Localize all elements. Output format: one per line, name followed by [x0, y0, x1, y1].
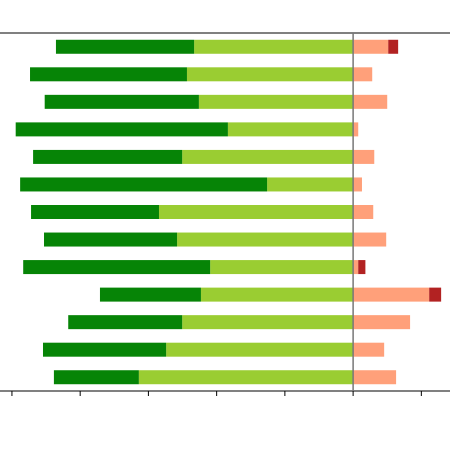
bar-segment: [353, 315, 411, 330]
bar-segment: [388, 39, 399, 54]
bar-segment: [353, 287, 430, 302]
bar-segment: [44, 232, 178, 247]
bar-segment: [182, 149, 354, 164]
bar-segment: [182, 315, 354, 330]
bar-segment: [198, 94, 354, 109]
bar-segment: [194, 39, 354, 54]
bar-segment: [429, 287, 442, 302]
bar-segment: [166, 342, 354, 357]
bar-segment: [200, 287, 354, 302]
bar-segment: [227, 122, 354, 137]
bar-segment: [353, 94, 388, 109]
bar-segment: [20, 177, 268, 192]
bar-segment: [138, 370, 354, 385]
bar-segment: [353, 39, 389, 54]
bar-segment: [68, 315, 183, 330]
bar-segment: [353, 149, 375, 164]
bar-segment: [53, 370, 139, 385]
bar-segment: [186, 67, 354, 82]
bar-segment: [31, 205, 159, 219]
bar-segment: [210, 260, 354, 275]
bar-segment: [353, 177, 362, 192]
bar-segment: [353, 67, 373, 82]
bar-segment: [267, 177, 354, 192]
bar-segment: [158, 205, 354, 219]
bar-segment: [33, 149, 183, 164]
bar-segment: [55, 39, 195, 54]
bar-segment: [353, 370, 397, 385]
bar-segment: [353, 260, 359, 275]
bar-segment: [99, 287, 201, 302]
bar-segment: [44, 94, 199, 109]
bar-segment: [353, 205, 374, 219]
bar-segment: [177, 232, 354, 247]
bar-segment: [15, 122, 228, 137]
bar-segment: [353, 122, 359, 137]
bar-segment: [30, 67, 187, 82]
bar-segment: [353, 232, 387, 247]
bar-segment: [358, 260, 366, 275]
bar-segment: [23, 260, 211, 275]
bar-segment: [353, 342, 385, 357]
bar-segment: [42, 342, 167, 357]
